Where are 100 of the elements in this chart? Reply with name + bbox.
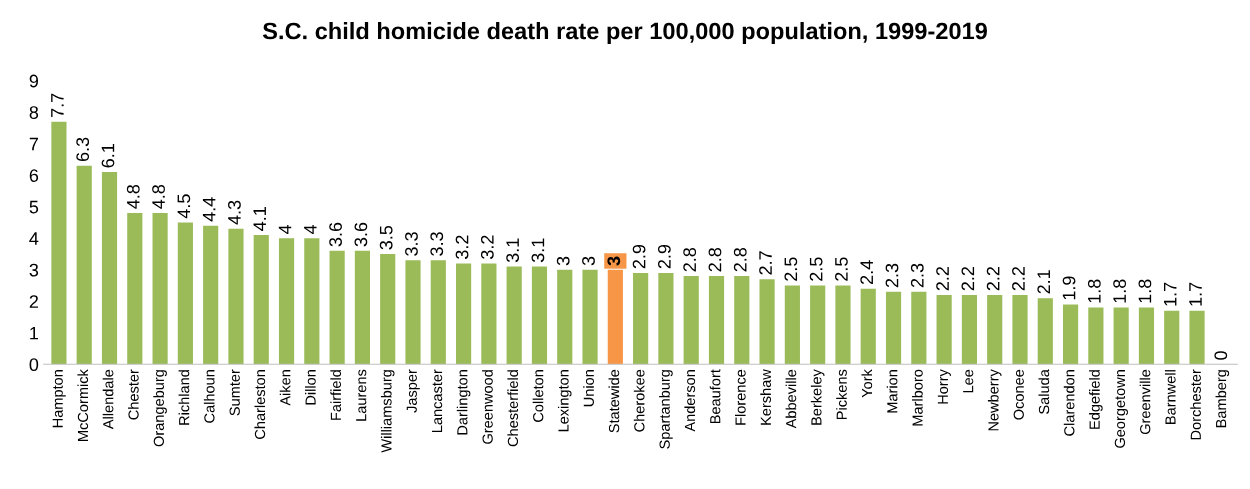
bar — [911, 291, 927, 365]
bar — [481, 263, 497, 365]
x-tick-label: Greenville — [1139, 369, 1151, 435]
x-tick-label: McCormick — [77, 369, 89, 441]
bar — [885, 291, 902, 365]
y-tick-label: 2 — [29, 295, 38, 308]
x-tick-label: Fairfield — [330, 370, 342, 420]
x-tick-label: Jasper — [406, 369, 420, 413]
data-label: 2.3 — [910, 263, 924, 288]
chart-title: S.C. child homicide death rate per 100,000 population, 1999-2019 — [262, 22, 987, 45]
data-label: 2.5 — [784, 257, 798, 281]
data-label: 3 — [582, 256, 595, 266]
x-tick-label: York — [861, 369, 873, 398]
bar — [987, 294, 1003, 365]
x-tick-label: Bamberg — [1215, 370, 1230, 428]
data-label: 2.2 — [986, 267, 1000, 291]
data-label: 2.3 — [885, 263, 899, 288]
bar — [430, 260, 446, 365]
data-label: 1.8 — [1138, 279, 1152, 303]
data-label: 3.3 — [430, 232, 444, 256]
data-label: 2.8 — [708, 247, 722, 272]
bar — [658, 272, 674, 365]
y-tick-label: 9 — [29, 74, 39, 88]
bar — [759, 279, 775, 365]
x-tick-label: Lancaster — [432, 369, 443, 433]
x-tick-label: Colleton — [532, 370, 544, 422]
bar — [354, 250, 371, 365]
bar — [456, 263, 472, 365]
data-label: 3.6 — [354, 222, 368, 247]
x-tick-label: Cherokee — [633, 369, 645, 432]
bar — [835, 285, 851, 365]
bar — [405, 260, 421, 365]
data-label: 2.2 — [1012, 267, 1025, 291]
bar — [152, 213, 168, 365]
data-label: 7.7 — [51, 93, 64, 117]
bar — [101, 172, 118, 365]
x-tick-label: Charleston — [254, 370, 266, 439]
data-label: 3.6 — [329, 222, 342, 247]
data-label: 4 — [278, 224, 292, 235]
x-tick-label: Laurens — [356, 369, 367, 421]
x-tick-label: Clarendon — [1063, 370, 1075, 436]
y-tick-label: 1 — [30, 326, 39, 340]
data-label: 6.1 — [101, 144, 115, 168]
y-tick-label: 0 — [29, 358, 39, 372]
data-label: 3.1 — [506, 238, 520, 263]
data-label: 2.8 — [733, 247, 747, 272]
x-tick-label: Berkeley — [810, 369, 825, 425]
data-label: 2.2 — [961, 267, 975, 291]
bar — [1189, 310, 1205, 365]
bar — [253, 235, 269, 365]
bar — [127, 213, 143, 365]
x-tick-label: Calhoun — [203, 370, 215, 423]
data-label: 2.5 — [809, 257, 823, 281]
data-label: 3.2 — [480, 235, 494, 259]
bar — [506, 266, 522, 365]
bar — [1088, 307, 1104, 365]
x-tick-label: Anderson — [684, 370, 696, 432]
bar — [633, 272, 649, 365]
bar — [228, 228, 244, 365]
bar — [557, 269, 573, 365]
x-tick-label: Oconee — [1013, 369, 1024, 420]
data-label: 4.5 — [177, 194, 191, 219]
x-tick-label: Statewide — [608, 369, 620, 433]
y-tick-label: 7 — [29, 137, 38, 151]
x-tick-label: Marion — [886, 370, 898, 413]
data-label: 4.8 — [126, 184, 140, 209]
bar — [961, 294, 977, 365]
x-tick-label: Richland — [178, 370, 190, 425]
data-label: 1.7 — [1163, 282, 1177, 306]
data-label: 4.4 — [202, 197, 216, 222]
x-tick-label: Marlboro — [912, 369, 923, 426]
x-tick-label: Orangeburg — [153, 370, 167, 447]
bar — [51, 121, 67, 365]
data-label: 1.8 — [1113, 279, 1127, 303]
data-label: 4.3 — [228, 200, 241, 225]
x-tick-label: Aiken — [279, 370, 291, 406]
data-label: 2.9 — [632, 244, 646, 269]
data-label: 2.5 — [835, 257, 848, 281]
x-tick-label: Barnwell — [1164, 370, 1176, 424]
bar — [203, 225, 219, 365]
data-label: 3.3 — [405, 232, 418, 256]
data-label: 6.3 — [76, 137, 90, 162]
bar — [734, 276, 750, 365]
x-tick-label: Florence — [734, 369, 746, 425]
bar — [936, 294, 952, 365]
bar — [76, 165, 92, 365]
data-label: 3 — [556, 256, 570, 266]
x-tick-label: Dillon — [305, 370, 316, 405]
x-tick-label: Lexington — [557, 370, 572, 432]
y-tick-label: 5 — [29, 200, 39, 214]
x-tick-label: Darlington — [456, 370, 471, 435]
x-tick-label: Georgetown — [1114, 370, 1128, 448]
x-tick-label: Hampton — [52, 370, 66, 428]
x-tick-label: Beaufort — [709, 369, 721, 424]
bar — [1164, 310, 1180, 365]
data-label: 3 — [607, 256, 621, 266]
x-tick-label: Saluda — [1038, 369, 1050, 414]
x-tick-label: Chesterfield — [507, 370, 519, 447]
y-tick-label: 4 — [29, 232, 39, 245]
bar — [860, 288, 876, 365]
